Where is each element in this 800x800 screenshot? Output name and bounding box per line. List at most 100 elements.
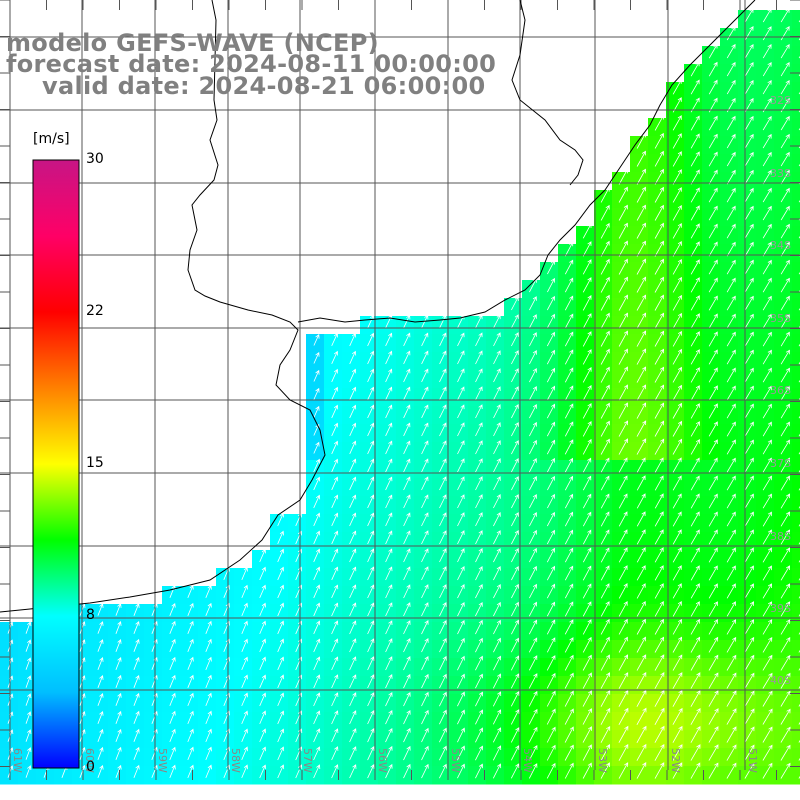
wind-arrow — [780, 259, 790, 275]
wind-arrow — [475, 673, 483, 689]
wind-arrow — [331, 746, 339, 761]
wind-arrow — [600, 707, 611, 725]
wind-arrow — [744, 439, 754, 455]
wind-arrow — [439, 673, 447, 689]
wind-arrow — [654, 600, 664, 617]
wind-arrow — [187, 638, 194, 652]
wind-arrow — [564, 241, 574, 257]
wind-cell — [792, 478, 800, 497]
wind-arrow — [439, 584, 447, 599]
wind-arrow — [475, 386, 483, 401]
wind-arrow — [780, 79, 790, 95]
wind-arrow — [636, 312, 647, 329]
wind-arrow — [259, 692, 266, 707]
wind-arrow — [654, 457, 664, 473]
wind-arrow — [690, 295, 700, 311]
wind-arrow — [169, 692, 176, 706]
wind-arrow — [690, 331, 700, 347]
wind-arrow — [618, 457, 628, 473]
wind-arrow — [457, 745, 465, 761]
wind-arrow — [349, 746, 357, 761]
wind-arrow — [600, 511, 610, 527]
wind-cell — [792, 586, 800, 605]
wind-arrow — [403, 673, 411, 689]
wind-arrow — [762, 115, 772, 131]
wind-arrow — [582, 241, 592, 257]
wind-arrow — [636, 671, 647, 689]
wind-arrow — [439, 404, 447, 419]
wind-arrow — [205, 692, 212, 707]
wind-arrow — [421, 602, 429, 617]
wind-arrow — [528, 673, 538, 689]
wind-arrow — [403, 440, 411, 455]
wind-arrow — [672, 762, 683, 779]
wind-arrow — [564, 619, 574, 635]
wind-arrow — [690, 493, 700, 509]
wind-arrow — [547, 277, 555, 293]
wind-arrow — [511, 422, 519, 437]
wind-cell — [792, 730, 800, 749]
wind-arrow — [744, 619, 755, 635]
wind-arrow — [385, 404, 393, 419]
wind-arrow — [133, 764, 140, 778]
wind-arrow — [618, 330, 628, 347]
lon-label: 53W — [596, 748, 609, 773]
wind-arrow — [672, 493, 682, 509]
wind-arrow — [546, 655, 556, 671]
wind-arrow — [780, 619, 791, 635]
wind-arrow — [654, 204, 664, 221]
wind-arrow — [439, 368, 447, 383]
wind-arrow — [421, 620, 429, 635]
lat-label: 33S — [770, 167, 791, 180]
wind-arrow — [600, 762, 610, 779]
wind-arrow — [403, 656, 411, 671]
wind-arrow — [457, 476, 465, 491]
wind-arrow — [744, 8, 754, 23]
wind-arrow — [331, 566, 339, 581]
lon-label: 57W — [301, 748, 314, 773]
wind-arrow — [672, 204, 682, 221]
wind-arrow — [744, 295, 754, 311]
wind-arrow — [313, 441, 320, 454]
wind-arrow — [636, 583, 646, 599]
wind-arrow — [421, 584, 429, 599]
wind-arrow — [546, 439, 556, 455]
wind-arrow — [744, 241, 754, 257]
wind-arrow — [546, 421, 556, 437]
wind-arrow — [457, 727, 465, 743]
wind-arrow — [726, 672, 737, 689]
wind-arrow — [97, 621, 104, 634]
wind-arrow — [726, 565, 736, 581]
wind-arrow — [618, 618, 628, 635]
wind-arrow — [708, 457, 718, 473]
wind-arrow — [672, 636, 682, 653]
wind-arrow — [618, 420, 628, 437]
wind-arrow — [187, 728, 194, 743]
wind-arrow — [511, 476, 519, 491]
title-forecast-date: forecast date: 2024-08-11 00:00:00 — [6, 50, 497, 78]
wind-arrow — [331, 458, 339, 473]
wind-arrow — [744, 565, 754, 581]
wind-arrow — [618, 547, 628, 563]
wind-arrow — [331, 386, 339, 401]
wind-arrow — [744, 403, 754, 419]
wind-arrow — [618, 204, 628, 221]
wind-arrow — [744, 421, 754, 437]
wind-arrow — [457, 709, 465, 725]
wind-arrow — [133, 674, 140, 688]
wind-arrow — [708, 151, 718, 167]
wind-arrow — [708, 439, 718, 455]
wind-arrow — [690, 762, 701, 779]
wind-arrow — [475, 655, 483, 671]
wind-arrow — [654, 636, 664, 653]
wind-arrow — [636, 258, 646, 275]
wind-arrow — [762, 636, 773, 653]
wind-arrow — [708, 421, 718, 437]
wind-arrow — [582, 690, 592, 707]
wind-arrow — [457, 548, 465, 563]
wind-arrow — [690, 636, 700, 653]
wind-arrow — [367, 692, 375, 707]
wind-arrow — [546, 672, 556, 689]
wind-arrow — [349, 710, 357, 725]
wind-arrow — [439, 314, 447, 329]
